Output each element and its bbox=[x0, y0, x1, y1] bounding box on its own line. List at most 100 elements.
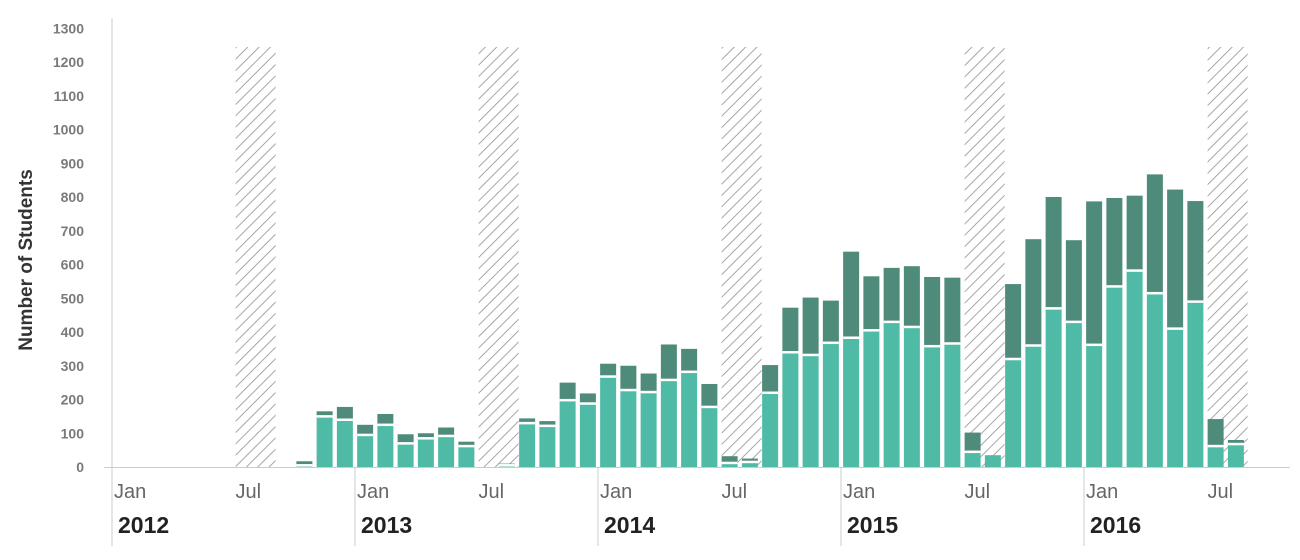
bar-separator bbox=[397, 442, 414, 445]
bar-segment-lower bbox=[1126, 270, 1143, 467]
bar-segment-lower bbox=[721, 462, 738, 467]
bar-segment-lower bbox=[863, 330, 880, 467]
y-tick-label: 600 bbox=[61, 257, 85, 273]
hatched-period bbox=[478, 47, 519, 467]
bar-separator bbox=[701, 405, 718, 409]
x-year-label: 2012 bbox=[118, 512, 169, 538]
bar-segment-lower bbox=[1146, 293, 1163, 467]
y-tick-label: 1000 bbox=[53, 122, 84, 138]
x-year-label: 2015 bbox=[847, 512, 898, 538]
bar-segment-upper bbox=[741, 458, 758, 462]
bar-separator bbox=[802, 353, 819, 357]
bar-segment-upper bbox=[296, 461, 313, 466]
bar-segment-upper bbox=[1106, 198, 1123, 287]
bar-separator bbox=[924, 344, 941, 348]
y-tick-label: 1100 bbox=[54, 88, 85, 104]
y-tick-label: 300 bbox=[61, 358, 85, 374]
bar-segment-lower bbox=[316, 416, 333, 467]
bar-separator bbox=[1025, 344, 1042, 347]
hatched-period bbox=[1207, 47, 1248, 467]
bar-separator bbox=[1167, 327, 1184, 330]
x-month-label: Jan bbox=[843, 481, 875, 503]
bar-segment-lower bbox=[660, 379, 677, 467]
y-tick-label: 900 bbox=[61, 155, 85, 171]
bar-segment-lower bbox=[357, 434, 374, 467]
bar-segment-upper bbox=[1045, 197, 1062, 309]
hatched-period bbox=[235, 47, 276, 467]
bar-segment-lower bbox=[782, 352, 799, 467]
bar-segment-lower bbox=[944, 343, 961, 467]
bar-segment-upper bbox=[883, 267, 900, 322]
bar-segment-upper bbox=[539, 421, 556, 426]
bar-segment-upper bbox=[964, 432, 981, 452]
bar-segment-upper bbox=[397, 434, 414, 444]
hatched-periods bbox=[235, 47, 1248, 467]
bar-separator bbox=[600, 375, 617, 378]
bar-segment-upper bbox=[782, 307, 799, 353]
bar-segment-upper bbox=[316, 411, 333, 417]
x-month-label: Jan bbox=[357, 481, 389, 503]
bar-segment-lower bbox=[1227, 444, 1244, 467]
bar-segment-lower bbox=[539, 425, 556, 467]
bar-separator bbox=[316, 415, 333, 418]
bar-segment-lower bbox=[1025, 345, 1042, 467]
bar-separator bbox=[944, 342, 961, 345]
bar-separator bbox=[519, 421, 536, 425]
bar-segment-lower bbox=[620, 390, 637, 467]
y-tick-label: 500 bbox=[61, 290, 85, 306]
y-tick-label: 200 bbox=[61, 392, 85, 408]
bar-separator bbox=[458, 444, 475, 448]
bar-segment-upper bbox=[822, 300, 839, 343]
y-axis-label: Number of Students bbox=[16, 169, 37, 351]
bar-separator bbox=[660, 378, 677, 382]
bar-separator bbox=[498, 464, 515, 467]
bar-segment-upper bbox=[843, 251, 860, 338]
bar-segment-lower bbox=[1065, 321, 1082, 467]
x-month-label: Jul bbox=[722, 481, 748, 503]
bar-separator bbox=[822, 341, 839, 345]
bar-segment-lower bbox=[1207, 446, 1224, 467]
bars bbox=[296, 174, 1244, 467]
bar-segment-upper bbox=[660, 344, 677, 380]
bar-separator bbox=[1227, 442, 1244, 446]
x-month-label: Jan bbox=[600, 481, 632, 503]
bar-separator bbox=[1086, 343, 1103, 347]
bar-segment-upper bbox=[357, 424, 374, 435]
bar-separator bbox=[579, 402, 596, 405]
bar-segment-lower bbox=[1167, 328, 1184, 467]
bar-segment-lower bbox=[1187, 301, 1204, 467]
bar-segment-lower bbox=[1045, 308, 1062, 467]
bar-separator bbox=[903, 325, 920, 329]
bar-separator bbox=[559, 398, 576, 402]
bar-segment-lower bbox=[1106, 286, 1123, 467]
bar-segment-upper bbox=[1146, 174, 1163, 294]
bar-segment-upper bbox=[336, 406, 353, 420]
bar-separator bbox=[863, 329, 880, 332]
bar-segment-lower bbox=[417, 438, 434, 467]
bar-segment-upper bbox=[377, 414, 394, 425]
x-month-label: Jul bbox=[1208, 481, 1234, 503]
bar-segment-lower bbox=[397, 443, 414, 467]
bar-segment-upper bbox=[1227, 440, 1244, 445]
bar-segment-upper bbox=[944, 277, 961, 344]
bar-separator bbox=[1187, 300, 1204, 303]
bar-segment-lower bbox=[802, 354, 819, 467]
bar-segment-upper bbox=[1187, 201, 1204, 302]
bar-segment-upper bbox=[701, 383, 718, 407]
bar-segment-upper bbox=[1005, 284, 1022, 359]
bar-segment-upper bbox=[519, 418, 536, 424]
bar-segment-lower bbox=[701, 406, 718, 467]
bar-segment-upper bbox=[559, 382, 576, 401]
bar-segment-lower bbox=[519, 423, 536, 467]
bar-segment-upper bbox=[924, 276, 941, 347]
bar-segment-lower bbox=[741, 461, 758, 467]
bar-segment-upper bbox=[1207, 419, 1224, 447]
bar-separator bbox=[843, 336, 860, 339]
bar-segment-upper bbox=[721, 456, 738, 463]
hatched-period bbox=[964, 47, 1005, 467]
bar-segment-upper bbox=[762, 365, 779, 393]
hatched-period bbox=[721, 47, 762, 467]
x-month-label: Jan bbox=[1086, 481, 1118, 503]
y-axis-ticks: 0 100 200 300 400 500 600 700 800 900 1000 1100 1200… bbox=[53, 20, 84, 475]
